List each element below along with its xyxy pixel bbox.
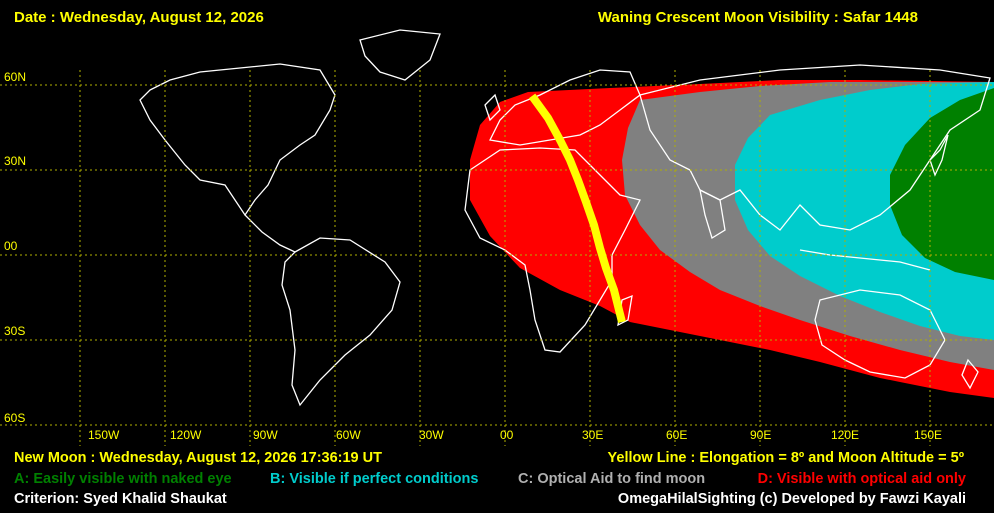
legend-zone-a: A: Easily visible with naked eye	[14, 471, 232, 487]
south-america-outline	[281, 237, 401, 407]
greenland-outline	[359, 29, 441, 81]
lon-label-00: 00	[500, 428, 514, 442]
lon-label-60e: 60E	[666, 428, 688, 442]
legend-zone-c: C: Optical Aid to find moon	[518, 471, 706, 487]
visibility-zones	[470, 80, 994, 398]
yellow-line-label: Yellow Line : Elongation = 8º and Moon A…	[607, 450, 964, 466]
lon-label-150w: 150W	[88, 428, 120, 442]
lat-lon-grid	[0, 70, 994, 446]
uk-outline	[484, 93, 501, 122]
lat-label-00: 00	[4, 239, 18, 253]
indonesia-outline	[799, 249, 931, 271]
nz-outline	[961, 358, 979, 390]
map-title: Waning Crescent Moon Visibility : Safar …	[597, 9, 918, 26]
lon-label-30e: 30E	[582, 428, 604, 442]
japan-outline	[929, 134, 949, 177]
lat-label-60s: 60S	[4, 411, 26, 425]
date-label: Date : Wednesday, August 12, 2026	[14, 9, 264, 26]
criterion-label: Criterion: Syed Khalid Shaukat	[14, 491, 227, 507]
lat-label-30n: 30N	[4, 154, 27, 168]
lon-label-120w: 120W	[170, 428, 202, 442]
india-outline	[699, 188, 726, 239]
lat-label-60n: 60N	[4, 70, 27, 84]
yellow-visibility-line	[528, 93, 626, 323]
credit-label: OmegaHilalSighting (c) Developed by Fawz…	[617, 491, 966, 507]
lon-label-120e: 120E	[831, 428, 860, 442]
lon-label-60w: 60W	[336, 428, 361, 442]
zone-a-green	[890, 88, 994, 280]
lat-label-30s: 30S	[4, 324, 26, 338]
lon-label-90w: 90W	[253, 428, 278, 442]
central-america-outline	[244, 214, 296, 253]
north-america-outline	[139, 63, 336, 217]
asia-outline	[639, 64, 991, 231]
legend-zone-b: B: Visible if perfect conditions	[270, 471, 479, 487]
lon-label-30w: 30W	[419, 428, 444, 442]
lon-label-150e: 150E	[914, 428, 943, 442]
new-moon-label: New Moon : Wednesday, August 12, 2026 17…	[14, 450, 382, 466]
lon-label-90e: 90E	[750, 428, 772, 442]
australia-outline	[814, 289, 946, 379]
legend-zone-d: D: Visible with optical aid only	[757, 471, 966, 487]
